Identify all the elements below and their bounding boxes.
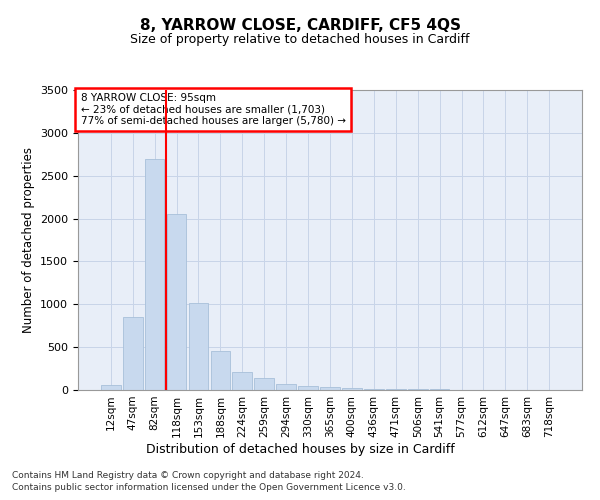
Bar: [188, 304, 208, 390]
Text: 8 YARROW CLOSE: 95sqm
← 23% of detached houses are smaller (1,703)
77% of semi-d: 8 YARROW CLOSE: 95sqm ← 23% of detached …: [80, 93, 346, 126]
Text: 8, YARROW CLOSE, CARDIFF, CF5 4QS: 8, YARROW CLOSE, CARDIFF, CF5 4QS: [139, 18, 461, 32]
Bar: [386, 389, 406, 390]
Text: Distribution of detached houses by size in Cardiff: Distribution of detached houses by size …: [146, 442, 454, 456]
Text: Contains public sector information licensed under the Open Government Licence v3: Contains public sector information licen…: [12, 483, 406, 492]
Y-axis label: Number of detached properties: Number of detached properties: [22, 147, 35, 333]
Bar: [254, 378, 274, 390]
Text: Contains HM Land Registry data © Crown copyright and database right 2024.: Contains HM Land Registry data © Crown c…: [12, 470, 364, 480]
Bar: [123, 317, 143, 390]
Bar: [145, 158, 164, 390]
Text: Size of property relative to detached houses in Cardiff: Size of property relative to detached ho…: [130, 32, 470, 46]
Bar: [211, 352, 230, 390]
Bar: [298, 386, 318, 390]
Bar: [276, 384, 296, 390]
Bar: [320, 388, 340, 390]
Bar: [101, 385, 121, 390]
Bar: [232, 372, 252, 390]
Bar: [167, 214, 187, 390]
Bar: [364, 388, 384, 390]
Bar: [342, 388, 362, 390]
